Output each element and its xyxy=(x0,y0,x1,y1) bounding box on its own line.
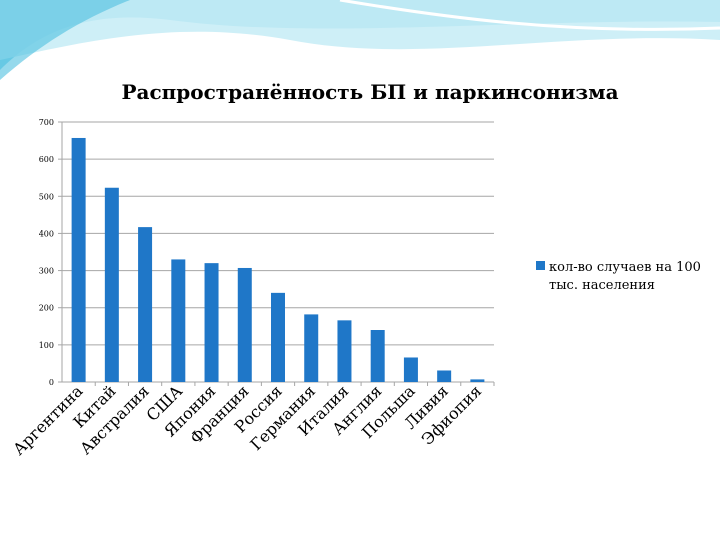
y-tick-label: 300 xyxy=(39,267,54,276)
bar-13 xyxy=(470,379,485,382)
bar-9 xyxy=(337,320,352,382)
legend-swatch xyxy=(536,261,545,270)
bar-12 xyxy=(437,370,452,382)
y-tick-label: 200 xyxy=(39,304,54,313)
bar-4 xyxy=(171,259,186,382)
legend-label-line1: кол-во случаев на 100 xyxy=(549,260,701,275)
bar-6 xyxy=(237,267,252,382)
bar-1 xyxy=(71,137,86,382)
bar-8 xyxy=(304,314,319,382)
header-wave-white-line xyxy=(339,0,720,31)
y-axis-ticks: 0 100 200 300 400 500 600 700 xyxy=(39,118,54,387)
legend-label-line2: тыс. населения xyxy=(549,278,655,293)
x-axis-labels: АргентинаКитайАвстралияСШАЯпонияФранцияР… xyxy=(9,381,485,459)
bar-7 xyxy=(271,292,285,382)
y-tick-label: 700 xyxy=(39,118,54,127)
legend: кол-во случаев на 100 тыс. населения xyxy=(536,259,716,295)
y-tick-label: 500 xyxy=(39,192,54,201)
header-wave-light xyxy=(0,0,720,60)
bar-11 xyxy=(403,357,418,382)
bar-5 xyxy=(204,263,219,382)
y-tick-label: 600 xyxy=(39,155,54,164)
y-tick-label: 0 xyxy=(49,378,54,387)
y-tick-label: 400 xyxy=(39,229,54,238)
chart-title: Распространённость БП и паркинсонизма xyxy=(121,80,619,104)
bar-2 xyxy=(104,187,119,382)
y-tick-label: 100 xyxy=(39,341,54,350)
bars xyxy=(71,137,485,382)
bar-3 xyxy=(138,227,153,382)
header-wave-accent xyxy=(0,0,130,80)
bar-10 xyxy=(370,330,385,382)
